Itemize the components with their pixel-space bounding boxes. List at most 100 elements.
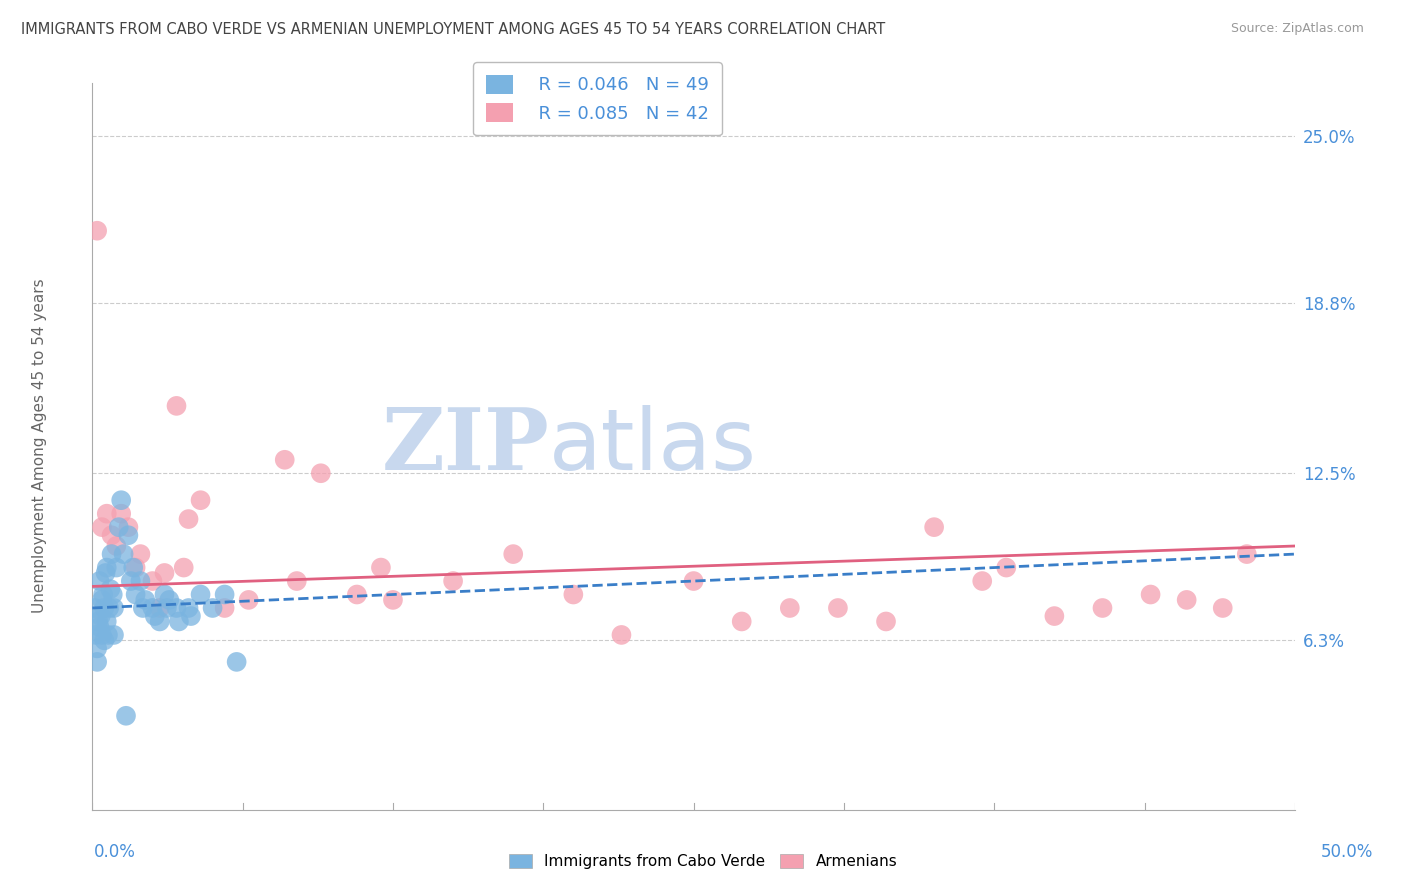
Point — [90, 609, 112, 624]
Point — [190, 587, 212, 601]
Point — [117, 520, 139, 534]
Point — [779, 601, 801, 615]
Point — [309, 467, 332, 481]
Point — [122, 560, 145, 574]
Point — [98, 601, 121, 615]
Point — [238, 593, 260, 607]
Point — [120, 574, 142, 588]
Point — [153, 587, 176, 601]
Point — [94, 566, 117, 580]
Point — [562, 587, 585, 601]
Point — [115, 708, 138, 723]
Point — [1139, 587, 1161, 601]
Point — [105, 539, 128, 553]
Point — [91, 587, 114, 601]
Point — [682, 574, 704, 588]
Point — [84, 628, 107, 642]
Point — [149, 615, 172, 629]
Point — [143, 609, 166, 624]
Point — [731, 615, 754, 629]
Point — [167, 615, 190, 629]
Point — [166, 399, 188, 413]
Point — [381, 593, 404, 607]
Point — [93, 601, 115, 615]
Point — [103, 601, 125, 615]
Point — [107, 520, 129, 534]
Point — [91, 628, 114, 642]
Point — [995, 560, 1018, 574]
Text: atlas: atlas — [550, 405, 758, 488]
Point — [98, 582, 121, 596]
Point — [922, 520, 945, 534]
Point — [93, 633, 115, 648]
Point — [132, 601, 155, 615]
Point — [112, 547, 135, 561]
Point — [149, 601, 172, 615]
Point — [96, 615, 118, 629]
Point — [441, 574, 464, 588]
Point — [86, 655, 108, 669]
Point — [173, 560, 195, 574]
Point — [214, 601, 236, 615]
Point — [190, 493, 212, 508]
Point — [827, 601, 849, 615]
Text: ZIP: ZIP — [381, 404, 550, 488]
Point — [875, 615, 897, 629]
Point — [1175, 593, 1198, 607]
Point — [1043, 609, 1066, 624]
Point — [91, 520, 114, 534]
Text: IMMIGRANTS FROM CABO VERDE VS ARMENIAN UNEMPLOYMENT AMONG AGES 45 TO 54 YEARS CO: IMMIGRANTS FROM CABO VERDE VS ARMENIAN U… — [21, 22, 886, 37]
Point — [96, 507, 118, 521]
Point — [1212, 601, 1234, 615]
Point — [89, 620, 111, 634]
Point — [129, 547, 152, 561]
Point — [274, 452, 297, 467]
Point — [610, 628, 633, 642]
Point — [285, 574, 308, 588]
Point — [117, 528, 139, 542]
Point — [124, 560, 146, 574]
Text: 50.0%: 50.0% — [1320, 843, 1374, 861]
Point — [225, 655, 247, 669]
Point — [103, 628, 125, 642]
Point — [346, 587, 368, 601]
Text: Source: ZipAtlas.com: Source: ZipAtlas.com — [1230, 22, 1364, 36]
Point — [972, 574, 994, 588]
Point — [91, 593, 114, 607]
Point — [86, 641, 108, 656]
Text: 0.0%: 0.0% — [94, 843, 136, 861]
Point — [1236, 547, 1258, 561]
Point — [1091, 601, 1114, 615]
Point — [124, 587, 146, 601]
Point — [156, 601, 179, 615]
Point — [166, 601, 188, 615]
Point — [110, 493, 132, 508]
Point — [86, 224, 108, 238]
Point — [502, 547, 524, 561]
Point — [83, 601, 105, 615]
Point — [141, 574, 163, 588]
Point — [180, 609, 202, 624]
Point — [370, 560, 392, 574]
Point — [177, 601, 200, 615]
Point — [134, 593, 156, 607]
Point — [100, 528, 122, 542]
Point — [177, 512, 200, 526]
Point — [89, 574, 111, 588]
Legend: Immigrants from Cabo Verde, Armenians: Immigrants from Cabo Verde, Armenians — [503, 848, 903, 875]
Text: Unemployment Among Ages 45 to 54 years: Unemployment Among Ages 45 to 54 years — [32, 278, 46, 614]
Point — [101, 587, 124, 601]
Point — [153, 566, 176, 580]
Point — [96, 560, 118, 574]
Point — [157, 593, 180, 607]
Point — [105, 560, 128, 574]
Point — [87, 615, 110, 629]
Point — [110, 507, 132, 521]
Point — [100, 547, 122, 561]
Point — [201, 601, 224, 615]
Point — [214, 587, 236, 601]
Point — [129, 574, 152, 588]
Point — [141, 601, 163, 615]
Legend:   R = 0.046   N = 49,   R = 0.085   N = 42: R = 0.046 N = 49, R = 0.085 N = 42 — [472, 62, 721, 136]
Point — [97, 628, 120, 642]
